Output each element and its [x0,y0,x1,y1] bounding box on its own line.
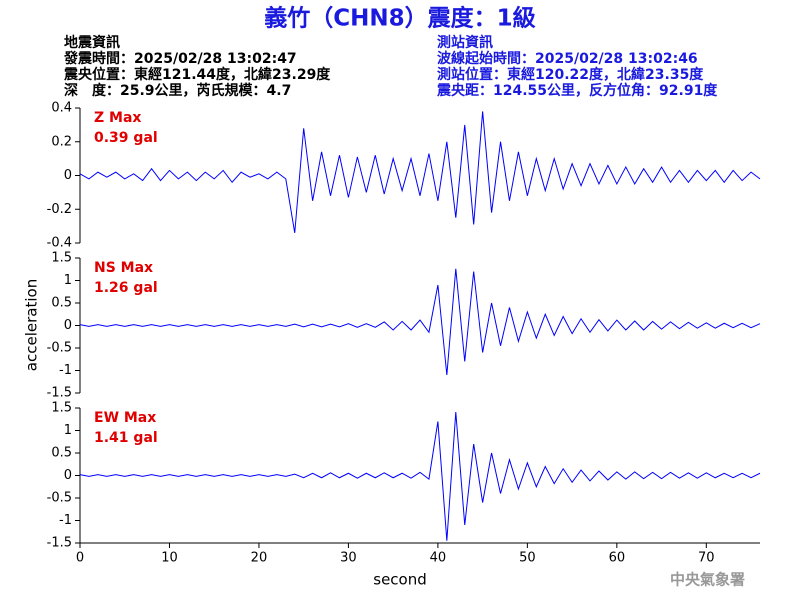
y-tick-label: -1 [59,363,72,378]
y-tick-label: -0.2 [47,202,72,217]
x-tick-label: 40 [430,551,447,566]
y-tick-label: -1 [59,513,72,528]
y-tick-label: 0.2 [51,134,72,149]
info-line: 震央位置：東經121.44度，北緯23.29度 [63,66,331,83]
station-line: 測站位置：東經120.22度，北緯23.35度 [437,66,704,83]
y-tick-label: 0 [64,318,72,333]
info-line: 地震資訊 [64,34,120,51]
y-tick-label: 0.5 [51,446,72,461]
waveform [79,268,761,376]
y-tick-label: 0 [64,468,72,483]
x-tick-label: 30 [340,551,357,566]
y-tick-label: -0.5 [47,491,72,506]
station-line: 震央距：124.55公里，反方位角：92.91度 [436,82,718,99]
max-annotation: EW Max [94,410,156,426]
y-tick-label: 1 [64,273,72,288]
station-line: 測站資訊 [437,34,493,51]
y-tick-label: 1 [64,423,72,438]
x-tick-label: 70 [698,551,715,566]
max-annotation: NS Max [94,260,153,276]
footer: 中央氣象署 [670,571,745,589]
title: 義竹（CHN8）震度：1級 [264,5,535,32]
max-annotation: 1.41 gal [94,430,158,446]
y-tick-label: 0 [64,168,72,183]
y-tick-label: 0.5 [51,296,72,311]
max-annotation: Z Max [94,110,141,126]
y-tick-label: -1.5 [47,386,72,401]
max-annotation: 1.26 gal [94,280,158,296]
info-line: 深 度：25.9公里，芮氏規模：4.7 [64,82,291,99]
x-tick-label: 20 [251,551,268,566]
x-tick-label: 10 [161,551,178,566]
x-tick-label: 60 [609,551,626,566]
x-tick-label: 0 [76,551,84,566]
y-tick-label: 0.4 [51,101,72,116]
y-tick-label: 1.5 [51,401,72,416]
y-tick-label: 1.5 [51,251,72,266]
x-tick-label: 50 [519,551,536,566]
station-line: 波線起始時間：2025/02/28 13:02:46 [437,50,698,67]
waveform [79,111,761,233]
y-tick-label: -1.5 [47,536,72,551]
x-axis-label: second [373,571,427,589]
info-line: 發震時間：2025/02/28 13:02:47 [63,50,297,67]
y-tick-label: -0.4 [47,236,72,251]
max-annotation: 0.39 gal [94,130,158,146]
y-tick-label: -0.5 [47,341,72,356]
y-axis-label: acceleration [23,279,41,371]
waveform [79,412,761,541]
